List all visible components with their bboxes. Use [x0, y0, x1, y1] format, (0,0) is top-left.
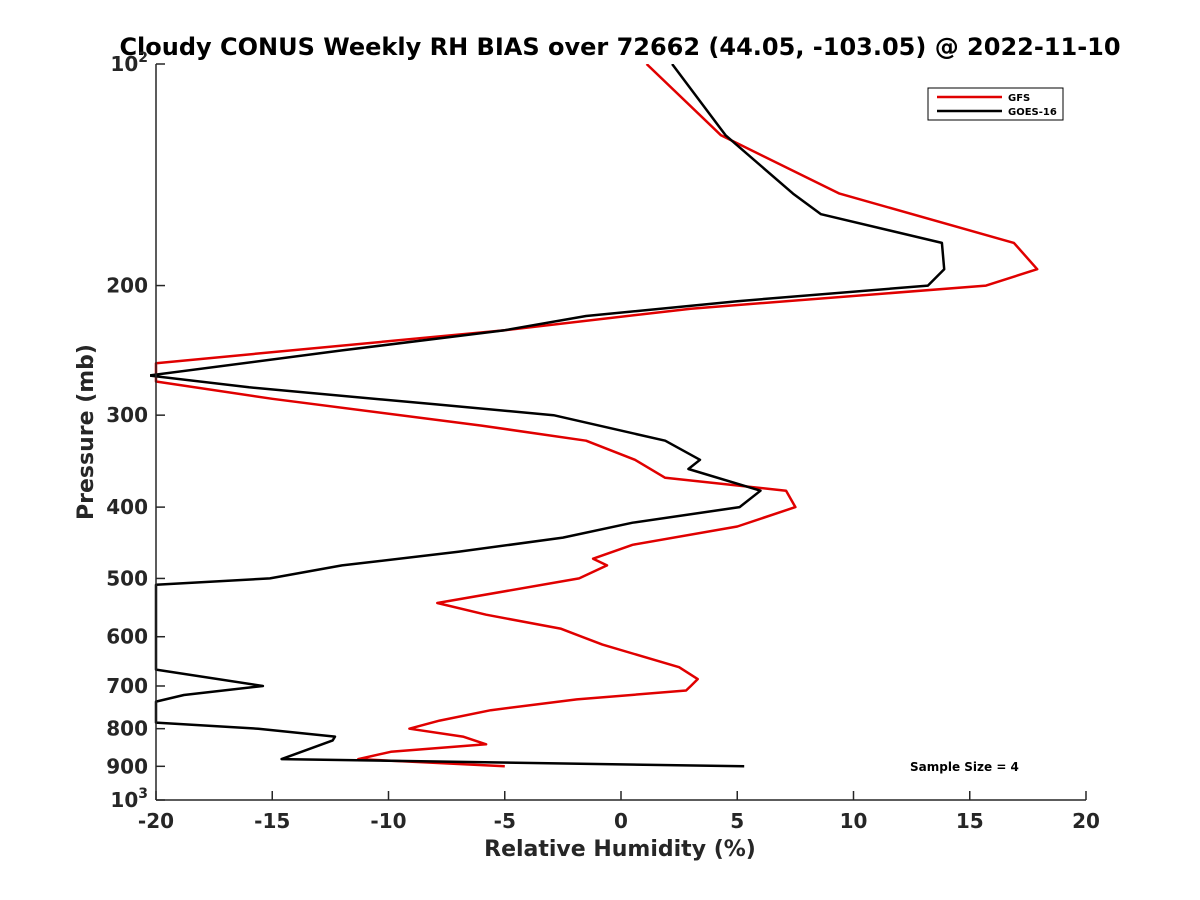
y-tick-exponent: 3	[138, 786, 148, 802]
x-tick-label: -20	[138, 809, 174, 833]
y-tick-label: 103	[110, 786, 148, 812]
y-tick-label: 600	[106, 625, 148, 649]
y-tick-label: 300	[106, 403, 148, 427]
x-tick-label: 10	[840, 809, 868, 833]
x-tick-label: 15	[956, 809, 984, 833]
y-tick-label: 200	[106, 274, 148, 298]
legend-box	[927, 87, 1064, 121]
chart-title: Cloudy CONUS Weekly RH BIAS over 72662 (…	[119, 33, 1120, 61]
y-tick-label: 900	[106, 754, 148, 778]
legend-gfs-label: GFS	[1008, 93, 1030, 104]
y-tick-base: 10	[110, 52, 138, 76]
x-axis-label: Relative Humidity (%)	[484, 837, 756, 862]
ticks-layer: -20 -15 -10 -5 0 5 10 15 20102200300400500600700…	[106, 50, 1100, 833]
legend: GFS GOES-16	[927, 87, 1064, 121]
x-tick-label: 5	[730, 809, 744, 833]
y-tick-label: 700	[106, 674, 148, 698]
y-tick-base: 10	[110, 788, 138, 812]
series-line-gfs	[154, 64, 1039, 768]
x-tick-label: -15	[254, 809, 290, 833]
sample-size-annotation: Sample Size = 4	[910, 760, 1019, 774]
x-tick-label: -5	[494, 809, 516, 833]
x-tick-label: -10	[370, 809, 406, 833]
x-tick-label: 20	[1072, 809, 1100, 833]
legend-goes16-label: GOES-16	[1008, 107, 1057, 118]
x-tick-label: 0	[614, 809, 628, 833]
y-tick-label: 400	[106, 495, 148, 519]
y-axis-label: Pressure (mb)	[74, 344, 99, 520]
y-tick-label: 800	[106, 717, 148, 741]
y-tick-label: 102	[110, 50, 148, 76]
y-tick-label: 500	[106, 566, 148, 590]
y-tick-exponent: 2	[138, 50, 148, 66]
